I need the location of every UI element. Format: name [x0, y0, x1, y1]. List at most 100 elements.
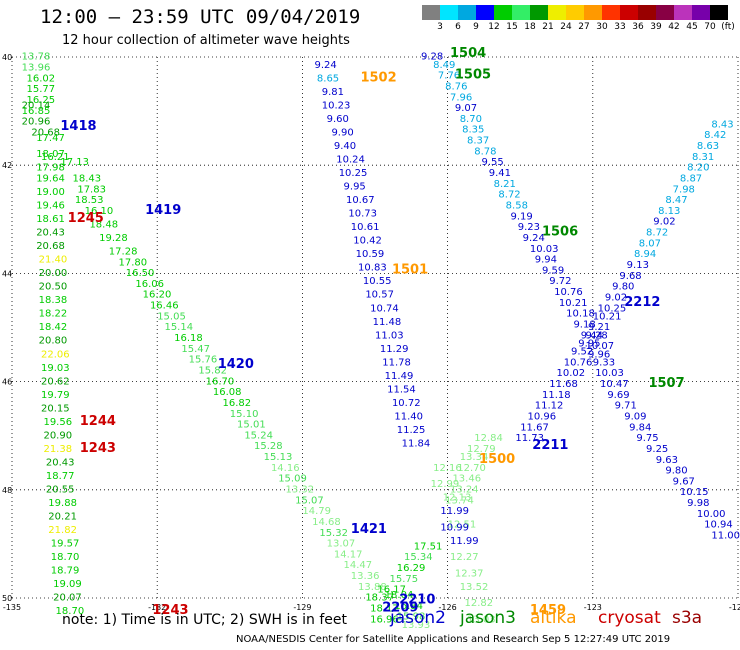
wave-height-point: 9.81	[322, 87, 344, 98]
wave-height-point: 9.40	[334, 141, 356, 152]
legend-swatch	[638, 5, 656, 20]
wave-height-point: 19.88	[48, 498, 77, 509]
wave-height-point: 20.15	[41, 403, 70, 414]
wave-height-point: 16.08	[213, 387, 242, 398]
pass-time-label: 1418	[60, 119, 96, 134]
wave-height-point: 13.88	[358, 582, 387, 593]
wave-height-point: 9.28	[586, 330, 608, 341]
pass-time-label: 1504	[450, 46, 486, 61]
wave-height-point: 19.56	[43, 417, 72, 428]
legend-tick-label: (ft)	[721, 22, 735, 32]
wave-height-point: 9.02	[653, 217, 675, 228]
wave-height-point: 11.29	[380, 344, 409, 355]
x-tick-label: -132	[148, 603, 166, 612]
wave-height-point: 10.07	[586, 341, 615, 352]
wave-height-point: 11.18	[542, 390, 571, 401]
wave-height-point: 16.85	[22, 106, 51, 117]
legend-tick-label: 6	[455, 22, 461, 32]
y-tick-label: 40	[2, 53, 12, 62]
pass-time-label: 1505	[455, 68, 491, 83]
wave-height-point: 9.68	[619, 271, 641, 282]
legend-tick-label: 21	[542, 22, 554, 32]
wave-height-point: 15.75	[390, 574, 419, 585]
wave-height-point: 17.28	[109, 246, 138, 257]
wave-height-point: 19.03	[41, 363, 70, 374]
wave-height-point: 13.74	[445, 495, 474, 506]
legend-swatch	[530, 5, 548, 20]
wave-height-point: 15.13	[264, 452, 293, 463]
wave-height-point: 8.37	[467, 136, 489, 147]
wave-height-point: 8.43	[711, 119, 733, 130]
pass-time-label: 1243	[80, 441, 116, 456]
wave-height-point: 13.03	[467, 614, 496, 625]
legend-swatch	[674, 5, 692, 20]
wave-height-point: 8.42	[704, 130, 726, 141]
wave-height-point: 10.99	[440, 522, 469, 533]
wave-height-point: 21.82	[48, 525, 77, 536]
wave-height-point: 9.21	[588, 322, 610, 333]
wave-height-point: 9.55	[481, 157, 503, 168]
pass-time-label: 2211	[532, 438, 568, 453]
page-title: 12:00 – 23:59 UTC 09/04/2019	[40, 6, 361, 28]
wave-height-point: 17.13	[60, 157, 89, 168]
pass-time-label: 1420	[218, 357, 254, 372]
wave-height-point: 9.59	[542, 265, 564, 276]
wave-height-point: 18.42	[39, 322, 68, 333]
wave-height-point: 9.60	[327, 114, 349, 125]
wave-height-point: 8.47	[665, 195, 687, 206]
wave-height-point: 9.28	[421, 52, 443, 63]
wave-height-point: 12.70	[457, 463, 486, 474]
wave-height-point: 8.20	[687, 163, 709, 174]
pass-time-label: 1502	[360, 70, 396, 85]
wave-height-point: 8.49	[433, 60, 455, 71]
wave-height-point: 19.57	[51, 539, 80, 550]
wave-height-point: 20.68	[31, 127, 60, 138]
wave-height-point: 20.90	[43, 430, 72, 441]
wave-height-point: 9.02	[605, 292, 627, 303]
wave-height-point: 8.87	[680, 173, 702, 184]
wave-height-point: 14.79	[302, 506, 331, 517]
wave-height-point: 9.44	[581, 330, 603, 341]
wave-height-point: 18.22	[39, 309, 68, 320]
legend-tick-label: 42	[668, 22, 680, 32]
wave-height-point: 13.34	[460, 452, 489, 463]
legend-swatch	[476, 5, 494, 20]
legend-tick-label: 9	[473, 22, 479, 32]
wave-height-point: 16.96	[370, 614, 399, 625]
x-tick-label: -123	[584, 603, 602, 612]
wave-height-point: 20.62	[41, 376, 70, 387]
wave-height-point: 19.79	[41, 390, 70, 401]
pass-time-label: 1501	[392, 262, 428, 277]
wave-height-point: 8.13	[658, 206, 680, 217]
pass-time-label: 1506	[542, 225, 578, 240]
wave-height-point: 10.03	[530, 244, 559, 255]
wave-height-point: 11.40	[394, 411, 423, 422]
wave-height-point: 11.78	[382, 357, 411, 368]
wave-height-point: 20.00	[39, 268, 68, 279]
wave-height-point: 18.61	[36, 214, 65, 225]
wave-height-point: 17.51	[414, 541, 443, 552]
wave-height-point: 16.10	[85, 206, 114, 217]
legend-tick-label: 12	[488, 22, 500, 32]
wave-height-point: 8.78	[474, 146, 496, 157]
wave-height-point: 9.52	[571, 347, 593, 358]
wave-height-point: 18.07	[36, 149, 65, 160]
wave-height-point: 8.35	[462, 125, 484, 136]
wave-height-point: 20.43	[46, 457, 75, 468]
wave-height-point: 21.40	[39, 255, 68, 266]
wave-height-point: 16.20	[143, 290, 172, 301]
wave-height-point: 12.37	[455, 568, 484, 579]
wave-height-point: 7.98	[673, 184, 695, 195]
wave-height-point: 9.75	[636, 433, 658, 444]
wave-height-point: 13.07	[327, 539, 356, 550]
wave-height-point: 9.80	[665, 466, 687, 477]
wave-height-point: 9.90	[331, 127, 353, 138]
wave-height-point: 20.14	[22, 100, 51, 111]
y-tick-label: 42	[2, 161, 12, 170]
wave-height-point: 9.09	[624, 411, 646, 422]
wave-height-point: 20.50	[39, 282, 68, 293]
wave-height-point: 13.36	[351, 571, 380, 582]
legend-swatch	[422, 5, 440, 20]
wave-height-point: 19.28	[99, 233, 128, 244]
